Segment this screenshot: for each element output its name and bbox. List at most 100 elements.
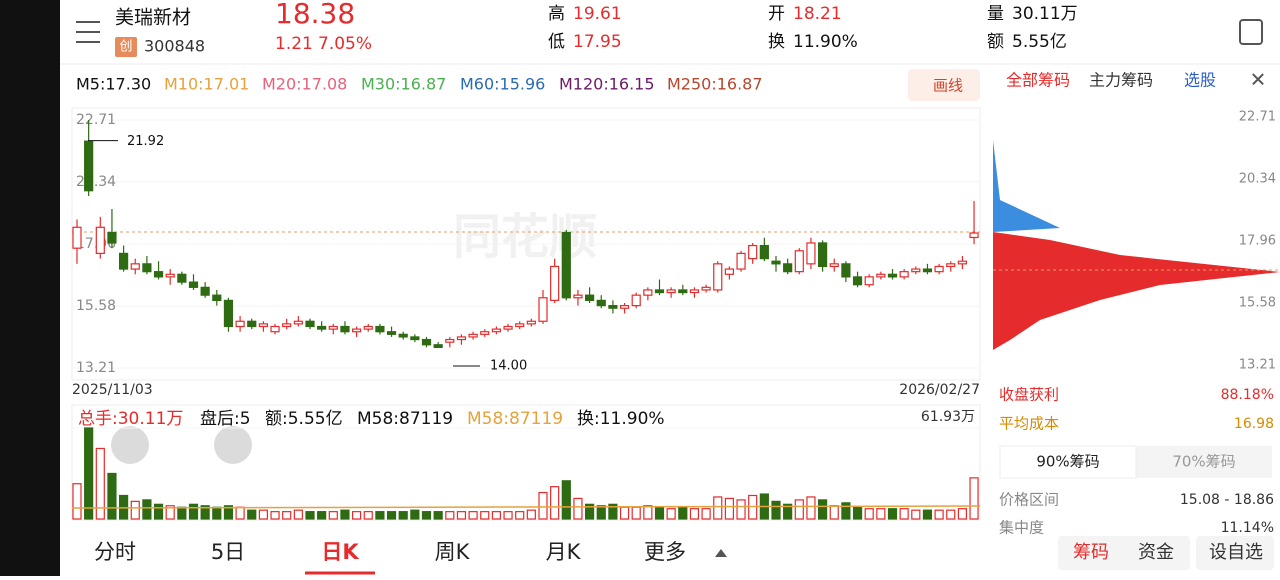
stat-label: 额 — [987, 32, 1004, 52]
detail-value: 11.14% — [1221, 520, 1274, 536]
volume-bar — [188, 503, 199, 520]
bottom-button[interactable]: 筹码 — [1073, 542, 1109, 563]
volume-bar — [375, 511, 385, 520]
candle-body — [596, 299, 606, 307]
volume-bar — [596, 505, 606, 520]
chip-tab[interactable]: 全部筹码 — [1006, 71, 1070, 90]
ma-label: M250:16.87 — [667, 75, 763, 94]
candle-body — [270, 325, 280, 333]
chip-tab[interactable]: 选股 — [1184, 71, 1216, 90]
device-icon[interactable] — [1239, 19, 1263, 45]
stat-value: 5.55亿 — [1012, 32, 1067, 52]
candle-body — [456, 336, 467, 341]
end-date: 2026/02/27 — [899, 382, 980, 398]
stat-label: 开 — [768, 4, 785, 24]
tab[interactable]: 分时 — [94, 540, 136, 564]
volume-panel — [71, 404, 981, 521]
candle-body — [130, 263, 140, 270]
draw-button[interactable] — [908, 69, 980, 101]
candle-body — [153, 271, 164, 278]
stat-value: 18.21 — [793, 4, 842, 24]
stat-value: 19.61 — [573, 4, 622, 24]
ma-label: M60:15.96 — [460, 75, 545, 94]
change-pct: 7.05% — [318, 34, 372, 54]
back-icon[interactable] — [76, 21, 100, 43]
volume-bar — [538, 491, 548, 520]
next-button[interactable] — [214, 426, 252, 464]
candle-body — [305, 320, 315, 328]
candle-body — [317, 325, 327, 330]
volume-bar — [969, 477, 979, 520]
volume-header: 盘后:5 — [200, 409, 251, 429]
candle-body — [852, 276, 863, 286]
volume-bar — [72, 483, 82, 520]
volume-bar — [247, 509, 257, 520]
candle-body — [678, 289, 688, 294]
detail-label: 集中度 — [999, 519, 1044, 537]
candle-body — [118, 252, 129, 270]
candle-body — [328, 325, 338, 330]
volume-bar — [270, 511, 280, 520]
volume-bar — [689, 508, 700, 520]
candle-body — [608, 305, 618, 309]
volume-bar — [153, 503, 164, 520]
stat-value: 17.95 — [573, 32, 622, 52]
candle-body — [666, 289, 676, 294]
volume-bar — [328, 511, 338, 520]
candle-body — [223, 299, 234, 328]
candle-body — [386, 331, 397, 335]
chip-tab[interactable]: 主力筹码 — [1089, 71, 1153, 90]
volume-bar — [165, 505, 175, 520]
tab[interactable]: 5日 — [211, 540, 245, 564]
volume-bar — [666, 508, 676, 520]
volume-bar — [515, 511, 525, 520]
volume-bar — [223, 505, 234, 520]
candle-body — [503, 325, 513, 330]
volume-header: M58:87119 — [357, 409, 453, 429]
candle-body — [375, 325, 385, 333]
tab[interactable]: 月K — [546, 540, 582, 564]
volume-bar — [212, 506, 222, 520]
volume-bar — [619, 506, 630, 520]
tab[interactable]: 周K — [435, 540, 471, 564]
chip-stat-label: 平均成本 — [999, 415, 1059, 433]
candle-body — [829, 263, 839, 268]
volume-bar — [456, 511, 467, 520]
stat-value: 11.90% — [793, 32, 858, 52]
volume-bar — [852, 506, 863, 520]
bottom-button[interactable]: 资金 — [1138, 542, 1174, 563]
volume-bar — [130, 500, 140, 520]
volume-bar — [771, 500, 781, 520]
volume-bar — [817, 499, 828, 520]
volume-bar — [410, 509, 420, 520]
volume-bar — [526, 509, 536, 520]
candle-body — [421, 338, 432, 346]
tab[interactable]: 更多 — [644, 540, 686, 564]
change: 1.21 — [275, 34, 313, 54]
bottom-button[interactable]: 设自选 — [1209, 542, 1263, 563]
range-tab[interactable]: 70%筹码 — [1172, 453, 1235, 471]
chip-stat-label: 收盘获利 — [999, 386, 1059, 404]
candle-body — [410, 336, 420, 341]
y-tick-label: 20.34 — [76, 174, 116, 190]
volume-bar — [573, 497, 583, 520]
candle-body — [713, 263, 723, 291]
volume-bar — [177, 506, 187, 520]
candle-body — [107, 231, 117, 244]
volume-bar — [305, 511, 315, 520]
tab[interactable]: 日K — [321, 540, 359, 564]
candle-body — [899, 271, 909, 278]
stat-label: 换 — [768, 32, 785, 52]
volume-bar — [783, 503, 793, 520]
volume-bar — [142, 499, 152, 520]
prev-button[interactable] — [111, 426, 149, 464]
volume-bar — [899, 508, 909, 520]
range-tab[interactable]: 90%筹码 — [1036, 453, 1099, 471]
candle-body — [550, 265, 560, 301]
stat-label: 高 — [548, 4, 565, 24]
volume-bar — [282, 511, 292, 520]
candle-body — [491, 328, 501, 333]
volume-header: M58:87119 — [467, 409, 563, 429]
draw-button-label[interactable]: 画线 — [933, 77, 963, 95]
candle-body — [771, 260, 781, 265]
